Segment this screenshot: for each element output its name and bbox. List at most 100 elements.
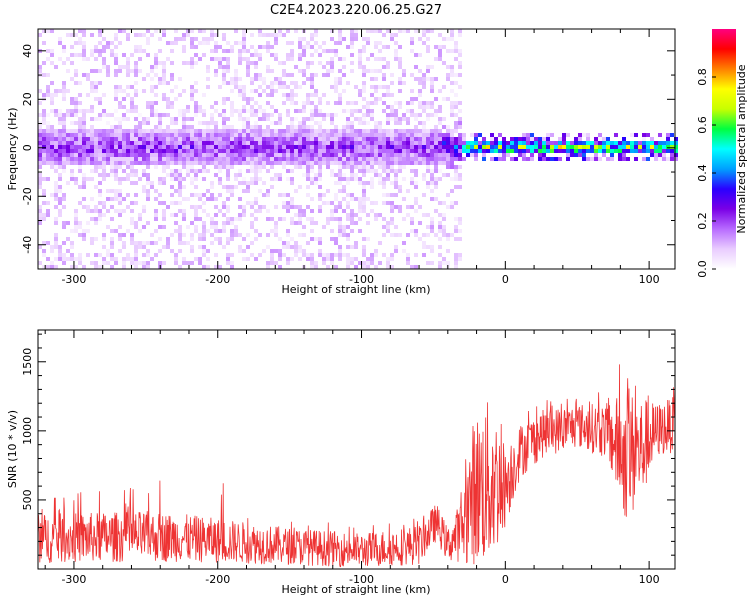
spectrogram-cell bbox=[254, 49, 258, 53]
spectrogram-cell bbox=[206, 265, 210, 269]
spectrogram-cell bbox=[166, 165, 170, 169]
spectrogram-cell bbox=[378, 165, 382, 169]
spectrogram-cell bbox=[242, 209, 246, 213]
spectrogram-cell bbox=[90, 241, 94, 245]
spectrogram-cell bbox=[282, 253, 286, 257]
spectrogram-cell bbox=[410, 265, 414, 269]
spectrogram-cell bbox=[282, 137, 286, 141]
spectrogram-cell bbox=[38, 153, 42, 157]
spectrogram-cell bbox=[358, 153, 362, 157]
spectrogram-cell bbox=[442, 85, 446, 89]
spectrogram-cell bbox=[50, 153, 54, 157]
spectrogram-cell bbox=[278, 33, 282, 37]
spectrogram-cell bbox=[382, 153, 386, 157]
spectrogram-cell bbox=[382, 149, 386, 153]
spectrogram-cell bbox=[178, 141, 182, 145]
spectrogram-cell bbox=[178, 225, 182, 229]
spectrogram-cell bbox=[446, 133, 450, 137]
spectrogram-cell bbox=[382, 137, 386, 141]
spectrogram-cell bbox=[150, 185, 154, 189]
spectrogram-cell bbox=[394, 141, 398, 145]
spectrogram-cell bbox=[258, 157, 262, 161]
spectrogram-cell bbox=[390, 233, 394, 237]
spectrogram-cell bbox=[298, 125, 302, 129]
spectrogram-cell bbox=[322, 261, 326, 265]
spectrogram-cell bbox=[178, 185, 182, 189]
spectrogram-cell bbox=[414, 265, 418, 269]
spectrogram-cell bbox=[298, 245, 302, 249]
spectrogram-cell bbox=[102, 45, 106, 49]
spectrogram-cell bbox=[142, 133, 146, 137]
spectrogram-cell bbox=[66, 133, 70, 137]
spectrogram-cell bbox=[446, 193, 450, 197]
spectrogram-cell bbox=[90, 125, 94, 129]
spectrogram-cell bbox=[74, 41, 78, 45]
spectrogram-cell bbox=[510, 149, 514, 153]
spectrogram-cell bbox=[226, 129, 230, 133]
spectrogram-cell bbox=[42, 253, 46, 257]
spectrogram-cell bbox=[114, 61, 118, 65]
spectrogram-cell bbox=[354, 257, 358, 261]
spectrogram-cell bbox=[46, 213, 50, 217]
spectrogram-cell bbox=[46, 177, 50, 181]
spectrogram-cell bbox=[318, 125, 322, 129]
spectrogram-cell bbox=[246, 181, 250, 185]
spectrogram-cell bbox=[42, 73, 46, 77]
spectrogram-cell bbox=[274, 77, 278, 81]
spectrogram-cell bbox=[434, 137, 438, 141]
spectrogram-cell bbox=[226, 217, 230, 221]
spectrogram-cell bbox=[398, 153, 402, 157]
spectrogram-cell bbox=[38, 165, 42, 169]
spectrogram-cell bbox=[162, 157, 166, 161]
spectrogram-cell bbox=[434, 161, 438, 165]
spectrogram-cell bbox=[394, 149, 398, 153]
spectrogram-cell bbox=[334, 161, 338, 165]
spectrogram-cell bbox=[182, 209, 186, 213]
spectrogram-cell bbox=[58, 133, 62, 137]
spectrogram-cell bbox=[214, 73, 218, 77]
spectrogram-cell bbox=[142, 157, 146, 161]
spectrogram-cell bbox=[66, 153, 70, 157]
spectrogram-cell bbox=[262, 81, 266, 85]
spectrogram-cell bbox=[450, 161, 454, 165]
spectrogram-cell bbox=[162, 93, 166, 97]
spectrogram-cell bbox=[50, 81, 54, 85]
spectrogram-cell bbox=[134, 241, 138, 245]
spectrogram-cell bbox=[314, 137, 318, 141]
spectrogram-cell bbox=[402, 165, 406, 169]
spectrogram-cell bbox=[218, 153, 222, 157]
spectrogram-cell bbox=[170, 105, 174, 109]
spectrogram-cell bbox=[126, 117, 130, 121]
spectrogram-cell bbox=[398, 137, 402, 141]
spectrogram-cell bbox=[282, 157, 286, 161]
spectrogram-cell bbox=[458, 53, 462, 57]
spectrogram-cell bbox=[62, 125, 66, 129]
spectrogram-cell bbox=[350, 209, 354, 213]
spectrogram-cell bbox=[114, 53, 118, 57]
spectrogram-cell bbox=[454, 121, 458, 125]
spectrogram-cell bbox=[62, 205, 66, 209]
spectrogram-cell bbox=[358, 61, 362, 65]
spectrogram-cell bbox=[346, 253, 350, 257]
spectrogram-cell bbox=[170, 157, 174, 161]
spectrogram-cell bbox=[354, 165, 358, 169]
spectrogram-cell bbox=[622, 149, 626, 153]
spectrogram-cell bbox=[542, 137, 546, 141]
spectrogram-cell bbox=[262, 145, 266, 149]
spectrogram-cell bbox=[238, 245, 242, 249]
spectrogram-cell bbox=[418, 237, 422, 241]
spectrogram-cell bbox=[278, 117, 282, 121]
spectrogram-cell bbox=[194, 161, 198, 165]
spectrogram-cell bbox=[138, 177, 142, 181]
spectrogram-cell bbox=[530, 153, 534, 157]
spectrogram-cell bbox=[350, 109, 354, 113]
spectrogram-cell bbox=[318, 153, 322, 157]
spectrogram-cell bbox=[62, 149, 66, 153]
spectrogram-cell bbox=[582, 145, 586, 149]
spectrogram-cell bbox=[418, 113, 422, 117]
spectrogram-cell bbox=[270, 153, 274, 157]
spectrogram-cell bbox=[82, 161, 86, 165]
spectrogram-cell bbox=[378, 129, 382, 133]
spectrogram-cell bbox=[58, 117, 62, 121]
spectrogram-cell bbox=[162, 145, 166, 149]
